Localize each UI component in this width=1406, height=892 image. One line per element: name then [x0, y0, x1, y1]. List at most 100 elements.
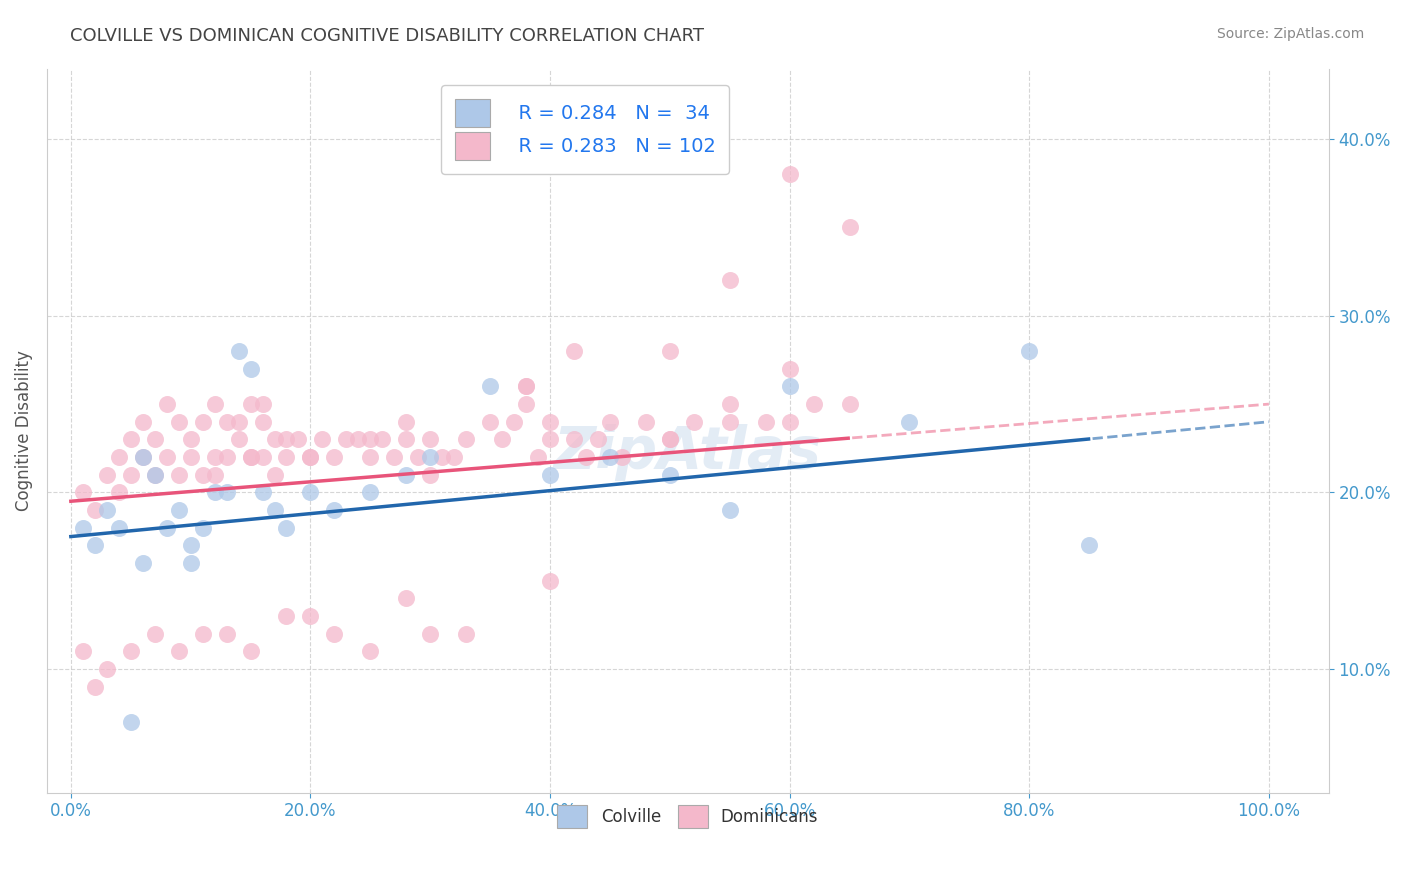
- Point: [107, 485, 129, 500]
- Point: [120, 714, 142, 729]
- Point: [779, 379, 801, 393]
- Point: [263, 433, 285, 447]
- Point: [215, 485, 238, 500]
- Point: [156, 397, 179, 411]
- Point: [515, 379, 537, 393]
- Point: [432, 450, 454, 464]
- Point: [779, 361, 801, 376]
- Point: [395, 467, 418, 482]
- Point: [335, 433, 357, 447]
- Point: [263, 467, 285, 482]
- Point: [191, 521, 214, 535]
- Point: [443, 450, 465, 464]
- Point: [779, 168, 801, 182]
- Point: [1078, 538, 1101, 552]
- Point: [132, 450, 155, 464]
- Point: [456, 626, 478, 640]
- Point: [575, 450, 598, 464]
- Point: [132, 415, 155, 429]
- Point: [143, 467, 166, 482]
- Point: [382, 450, 405, 464]
- Point: [191, 467, 214, 482]
- Point: [215, 450, 238, 464]
- Point: [562, 344, 585, 359]
- Point: [419, 467, 441, 482]
- Point: [1018, 344, 1040, 359]
- Point: [718, 415, 741, 429]
- Point: [96, 503, 118, 517]
- Point: [156, 450, 179, 464]
- Point: [204, 485, 226, 500]
- Point: [419, 433, 441, 447]
- Point: [228, 433, 250, 447]
- Point: [538, 433, 561, 447]
- Legend: Colville, Dominicans: Colville, Dominicans: [551, 798, 825, 835]
- Point: [634, 415, 657, 429]
- Point: [395, 433, 418, 447]
- Point: [239, 361, 262, 376]
- Point: [599, 450, 621, 464]
- Point: [263, 503, 285, 517]
- Point: [239, 450, 262, 464]
- Point: [72, 485, 94, 500]
- Point: [180, 538, 202, 552]
- Point: [167, 467, 190, 482]
- Point: [419, 626, 441, 640]
- Point: [167, 415, 190, 429]
- Point: [718, 503, 741, 517]
- Point: [107, 521, 129, 535]
- Point: [156, 521, 179, 535]
- Point: [276, 450, 298, 464]
- Point: [215, 626, 238, 640]
- Point: [755, 415, 778, 429]
- Point: [228, 344, 250, 359]
- Point: [456, 433, 478, 447]
- Point: [395, 591, 418, 606]
- Point: [599, 415, 621, 429]
- Point: [167, 644, 190, 658]
- Text: COLVILLE VS DOMINICAN COGNITIVE DISABILITY CORRELATION CHART: COLVILLE VS DOMINICAN COGNITIVE DISABILI…: [70, 27, 704, 45]
- Point: [252, 415, 274, 429]
- Point: [132, 450, 155, 464]
- Point: [658, 344, 681, 359]
- Point: [120, 644, 142, 658]
- Point: [682, 415, 704, 429]
- Text: Source: ZipAtlas.com: Source: ZipAtlas.com: [1216, 27, 1364, 41]
- Point: [718, 273, 741, 287]
- Point: [204, 397, 226, 411]
- Point: [610, 450, 633, 464]
- Point: [718, 397, 741, 411]
- Point: [323, 450, 346, 464]
- Point: [215, 415, 238, 429]
- Point: [299, 609, 322, 624]
- Point: [96, 662, 118, 676]
- Point: [120, 433, 142, 447]
- Point: [359, 485, 381, 500]
- Point: [395, 415, 418, 429]
- Point: [838, 220, 860, 235]
- Point: [323, 626, 346, 640]
- Point: [406, 450, 429, 464]
- Point: [276, 609, 298, 624]
- Point: [299, 450, 322, 464]
- Point: [228, 415, 250, 429]
- Point: [503, 415, 526, 429]
- Point: [359, 450, 381, 464]
- Point: [515, 379, 537, 393]
- Point: [491, 433, 513, 447]
- Point: [803, 397, 825, 411]
- Point: [299, 485, 322, 500]
- Point: [107, 450, 129, 464]
- Point: [538, 415, 561, 429]
- Point: [83, 538, 105, 552]
- Point: [538, 467, 561, 482]
- Point: [359, 433, 381, 447]
- Point: [239, 450, 262, 464]
- Point: [347, 433, 370, 447]
- Point: [252, 397, 274, 411]
- Point: [527, 450, 550, 464]
- Point: [538, 574, 561, 588]
- Point: [371, 433, 394, 447]
- Point: [180, 450, 202, 464]
- Point: [311, 433, 333, 447]
